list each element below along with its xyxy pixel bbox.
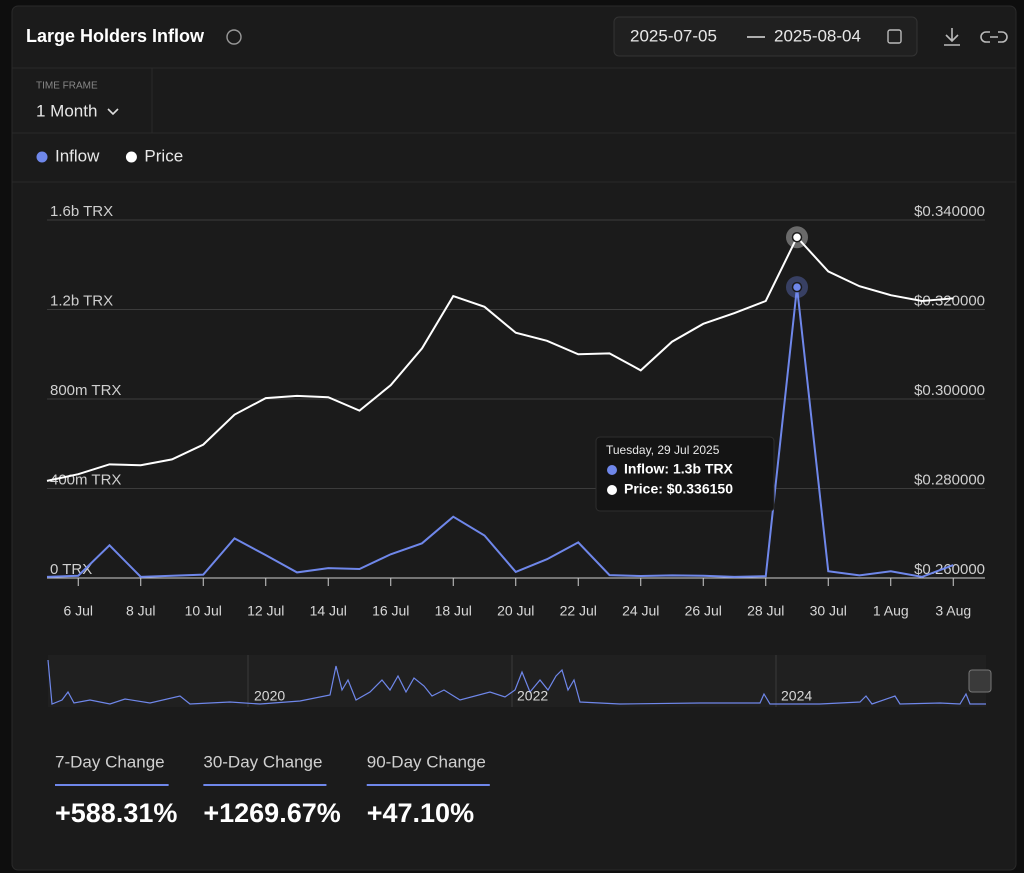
navigator-handle[interactable] (968, 669, 992, 693)
navigator-sparkline (47, 659, 986, 705)
series-line (46, 235, 954, 482)
y2-tick-label: $0.340000 (914, 203, 985, 220)
x-tick-label: 18 Jul (435, 603, 472, 619)
x-tick-label: 1 Aug (873, 603, 909, 619)
time-frame-label: TIME FRAME (36, 81, 98, 92)
y-tick-label: 800m TRX (50, 382, 121, 399)
navigator-label: 2022 (517, 688, 548, 704)
stat-label: 90-Day Change (367, 752, 486, 771)
stats: 7-Day Change +588.31% 30-Day Change +1269.6… (55, 752, 490, 828)
navigator-label: 2024 (781, 688, 812, 704)
date-picker[interactable] (613, 16, 918, 57)
legend-swatch[interactable] (36, 151, 48, 163)
tooltip-line: Price: $0.336150 (624, 481, 733, 497)
legend-swatch[interactable] (125, 151, 137, 163)
x-tick-label: 14 Jul (310, 603, 347, 619)
panel-title: Large Holders Inflow (26, 26, 205, 46)
legend-label[interactable]: Inflow (55, 146, 100, 165)
time-frame-select[interactable]: 1 Month (36, 101, 97, 120)
y2-tick-label: $0.280000 (914, 471, 985, 488)
stat-label: 30-Day Change (203, 752, 322, 771)
x-tick-label: 20 Jul (497, 603, 534, 619)
y-tick-label: 400m TRX (50, 471, 121, 488)
x-tick-label: 22 Jul (560, 603, 597, 619)
x-tick-label: 6 Jul (63, 603, 93, 619)
tooltip-line: Inflow: 1.3b TRX (624, 461, 734, 477)
legend: Inflow Price (36, 146, 183, 165)
dropdown-arrow[interactable] (107, 108, 119, 116)
x-tick-label: 10 Jul (185, 603, 222, 619)
tooltip-swatch (607, 465, 617, 475)
hover-point (791, 231, 803, 243)
y-tick-label: 1.6b TRX (50, 203, 113, 220)
y2-tick-label: $0.320000 (914, 292, 985, 309)
series-line (46, 287, 954, 578)
x-tick-label: 24 Jul (622, 603, 659, 619)
stat-value: +588.31% (55, 798, 177, 828)
help-icon[interactable] (226, 29, 242, 45)
tooltip-title: Tuesday, 29 Jul 2025 (606, 443, 720, 457)
x-tick-label: 8 Jul (126, 603, 156, 619)
tooltip-swatch (607, 485, 617, 495)
calendar-icon[interactable] (887, 29, 902, 44)
x-tick-label: 28 Jul (747, 603, 784, 619)
date-start: 2025-07-05 (630, 26, 717, 45)
x-tick-label: 30 Jul (810, 603, 847, 619)
date-end: 2025-08-04 (774, 26, 861, 45)
hover-point (791, 281, 803, 293)
tooltip: Tuesday, 29 Jul 2025 Inflow: 1.3b TRX Pric… (595, 436, 775, 512)
x-tick-label: 12 Jul (247, 603, 284, 619)
x-tick-label: 3 Aug (935, 603, 971, 619)
download-icon[interactable] (944, 28, 960, 46)
navigator-label: 2020 (254, 688, 285, 704)
legend-label[interactable]: Price (144, 146, 183, 165)
navigator-bg (48, 655, 986, 707)
stat-value: +1269.67% (203, 798, 340, 828)
y2-tick-label: $0.300000 (914, 382, 985, 399)
panel (11, 5, 1017, 871)
x-tick-label: 26 Jul (685, 603, 722, 619)
link-icon[interactable] (980, 31, 1008, 43)
stat-label: 7-Day Change (55, 752, 165, 771)
tooltip-box (595, 436, 775, 512)
navigator: 2020 2022 2024 (47, 655, 992, 707)
stat-value: +47.10% (367, 798, 474, 828)
x-tick-label: 16 Jul (372, 603, 409, 619)
y-tick-label: 1.2b TRX (50, 292, 113, 309)
